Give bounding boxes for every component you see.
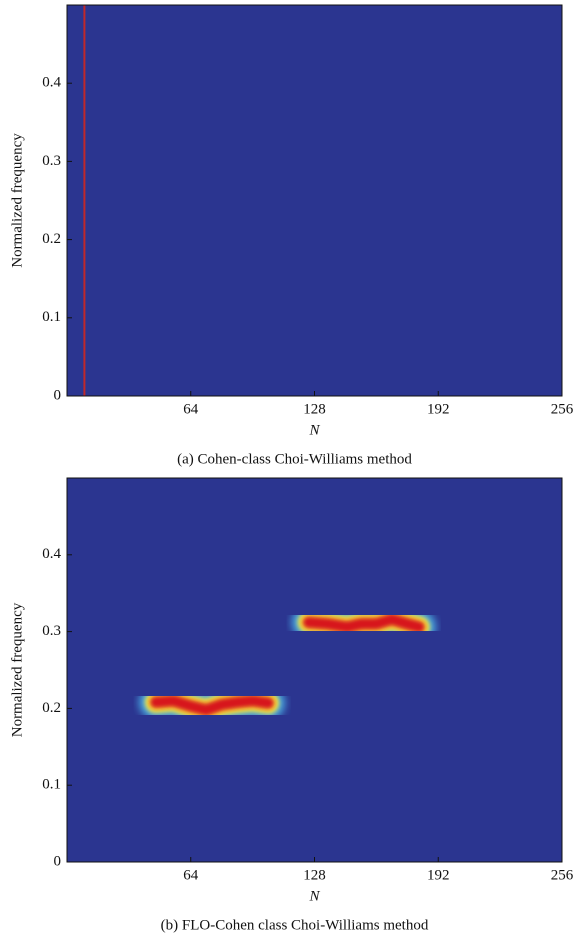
x-tick-label: 256 — [551, 867, 574, 883]
y-tick-label: 0.2 — [42, 231, 61, 247]
x-tick-label: 128 — [303, 401, 326, 417]
y-tick-label: 0.4 — [42, 546, 61, 562]
x-tick-label: 256 — [551, 401, 574, 417]
x-tick-label: 128 — [303, 867, 326, 883]
y-tick-label: 0.1 — [42, 309, 61, 325]
heatmap-background — [67, 478, 562, 862]
y-tick-label: 0.2 — [42, 700, 61, 716]
y-axis-label: Normalized frequency — [9, 133, 25, 268]
caption: (b) FLO-Cohen class Choi-Williams method — [161, 917, 429, 933]
y-tick-label: 0.3 — [42, 623, 61, 639]
x-tick-label: 64 — [183, 867, 199, 883]
ridge — [149, 694, 275, 717]
y-tick-label: 0.4 — [42, 75, 61, 91]
x-tick-label: 64 — [183, 401, 199, 417]
heatmap-background — [67, 5, 562, 396]
y-tick-label: 0.1 — [42, 777, 61, 793]
y-tick-label: 0 — [54, 387, 62, 403]
heatmap-layer — [138, 601, 436, 728]
x-axis-label: N — [308, 422, 320, 438]
caption: (a) Cohen-class Choi-Williams method — [177, 451, 412, 467]
x-tick-label: 192 — [427, 867, 450, 883]
ridge — [302, 613, 425, 634]
y-tick-label: 0.3 — [42, 153, 61, 169]
x-tick-label: 192 — [427, 401, 450, 417]
y-axis-label: Normalized frequency — [9, 602, 25, 737]
x-axis-label: N — [308, 888, 320, 904]
y-tick-label: 0 — [54, 853, 62, 869]
